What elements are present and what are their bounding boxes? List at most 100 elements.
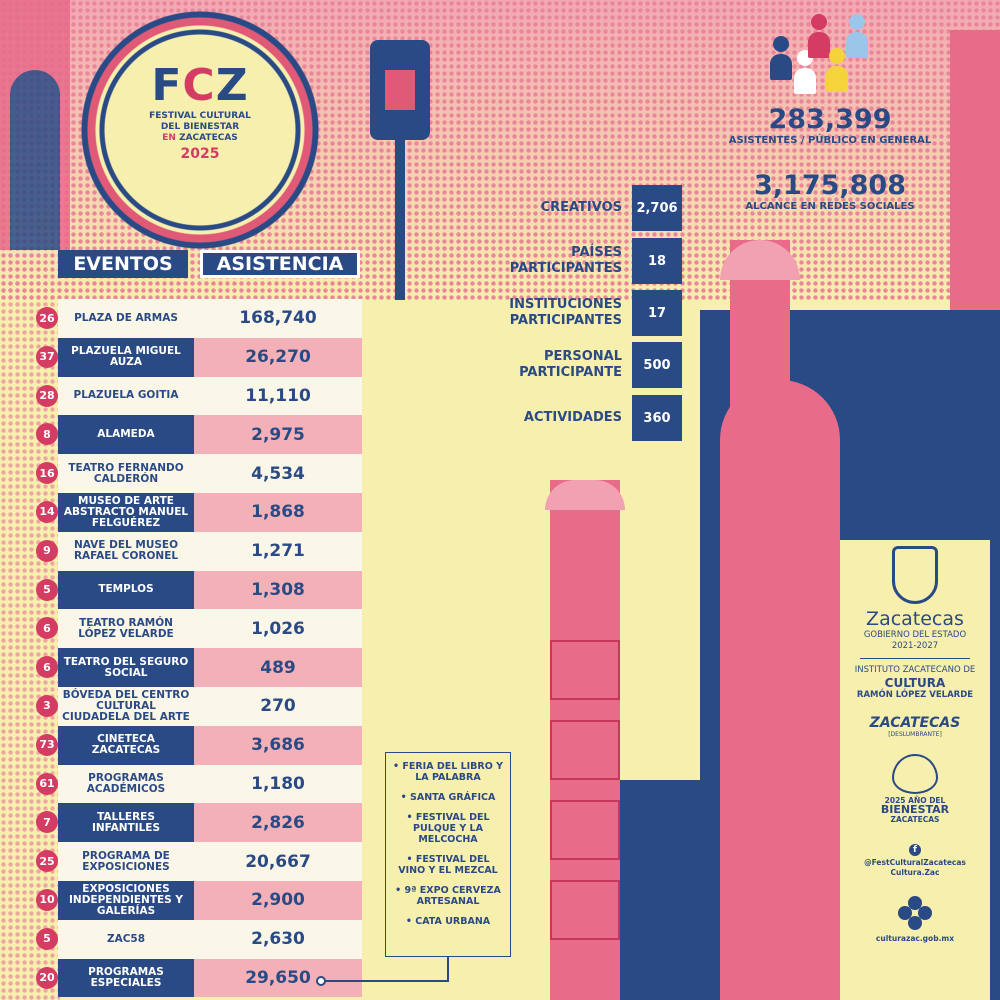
institute-name: CULTURA [884,676,946,690]
event-count-badge: 9 [36,539,58,562]
attendance-total-label: ASISTENTES / PÚBLICO EN GENERAL [728,135,932,146]
header-attendance: ASISTENCIA [200,250,360,278]
event-count-badge: 6 [36,617,58,640]
event-attendance: 2,900 [194,880,362,920]
event-attendance: 2,975 [194,415,362,455]
stat-label: ACTIVIDADES [523,410,622,425]
event-count-badge: 6 [36,656,58,679]
event-attendance: 1,308 [194,570,362,610]
social-links: f @FestCulturalZacatecas Cultura.Zac [840,844,990,878]
table-row: 28 PLAZUELA GOITIA 11,110 [36,376,362,416]
table-row: 6 TEATRO RAMÓN LÓPEZ VELARDE 1,026 [36,609,362,649]
list-item: • SANTA GRÁFICA [400,792,496,803]
stat-label: PERSONAL PARTICIPANTE [519,349,622,380]
event-name: PROGRAMAS ESPECIALES [58,958,194,998]
social-handle-2[interactable]: Cultura.Zac [890,868,940,877]
table-row: 5 ZAC58 2,630 [36,919,362,959]
event-attendance: 26,270 [194,337,362,377]
event-attendance: 2,826 [194,803,362,843]
event-count-badge: 3 [36,694,58,717]
event-name: CINETECA ZACATECAS [58,725,194,765]
event-attendance: 1,271 [194,531,362,571]
logo-acronym: FCZ [151,60,249,111]
table-row: 7 TALLERES INFANTILES 2,826 [36,803,362,843]
special-programs-list: • FERIA DEL LIBRO Y LA PALABRA • SANTA G… [385,752,511,957]
state-shield-icon [892,546,938,604]
stat-value: 360 [632,395,682,441]
year-motto: 2025 AÑO DEL BIENESTAR ZACATECAS [880,796,950,824]
event-attendance: 1,026 [194,609,362,649]
connector-dot [316,976,326,986]
event-attendance: 1,180 [194,764,362,804]
event-name: BÓVEDA DEL CENTRO CULTURAL CIUDADELA DEL… [58,686,194,726]
event-name: PLAZUELA GOITIA [58,376,194,416]
attendance-total-value: 283,399 [768,104,892,135]
website-link[interactable]: culturazac.gob.mx [875,934,955,943]
heart-dove-icon [892,754,938,794]
stat-value: 17 [632,290,682,336]
table-row: 14 MUSEO DE ARTE ABSTRACTO MANUEL FELGUÉR… [36,492,362,532]
event-name: TEATRO FERNANDO CALDERÓN [58,454,194,493]
event-count-badge: 10 [36,888,58,911]
column-illustration-short [545,480,625,1000]
table-row: 20 PROGRAMAS ESPECIALES 29,650 [36,958,362,998]
list-item: • CATA URBANA [405,916,491,927]
event-count-badge: 25 [36,850,58,873]
event-count-badge: 20 [36,966,58,989]
branding-panel: Zacatecas GOBIERNO DEL ESTADO 2021-2027 … [840,540,990,1000]
logo-line3: EN ZACATECAS [162,133,238,143]
table-row: 16 TEATRO FERNANDO CALDERÓN 4,534 [36,454,362,493]
event-count-badge: 8 [36,423,58,446]
connector-line [320,980,448,982]
stat-actividades: ACTIVIDADES 360 [470,395,682,441]
event-name: EXPOSICIONES INDEPENDIENTES Y GALERÍAS [58,880,194,920]
event-name: TALLERES INFANTILES [58,803,194,843]
logo-year: 2025 [180,146,220,162]
gov-line: GOBIERNO DEL ESTADO [863,630,967,640]
event-attendance: 11,110 [194,376,362,416]
culture-flower-icon [898,896,932,930]
social-handle[interactable]: @FestCulturalZacatecas [864,858,966,867]
event-name: ALAMEDA [58,415,194,455]
festival-logo: FCZ FESTIVAL CULTURAL DEL BIENESTAR EN Z… [120,60,280,162]
header-events: EVENTOS [58,250,188,278]
event-attendance: 29,650 [194,958,362,998]
event-name: TEATRO DEL SEGURO SOCIAL [58,648,194,687]
attendance-total: 283,399 ASISTENTES / PÚBLICO EN GENERAL [700,104,960,146]
social-reach-label: ALCANCE EN REDES SOCIALES [745,201,915,212]
table-row: 61 PROGRAMAS ACADÉMICOS 1,180 [36,764,362,804]
stat-personal: PERSONAL PARTICIPANTE 500 [440,342,682,388]
stat-label: CREATIVOS [540,200,622,215]
event-count-badge: 61 [36,772,58,795]
event-name: PROGRAMA DE EXPOSICIONES [58,842,194,881]
event-name: PROGRAMAS ACADÉMICOS [58,764,194,804]
table-row: 25 PROGRAMA DE EXPOSICIONES 20,667 [36,842,362,881]
tourism-tagline: [DESLUMBRANTE] [888,731,942,738]
event-count-badge: 73 [36,733,58,756]
event-count-badge: 26 [36,307,58,329]
table-row: 8 ALAMEDA 2,975 [36,415,362,455]
table-row: 9 NAVE DEL MUSEO RAFAEL CORONEL 1,271 [36,531,362,571]
stat-value: 2,706 [632,185,682,231]
stat-creativos: CREATIVOS 2,706 [470,185,682,231]
event-count-badge: 14 [36,500,58,523]
event-attendance: 489 [194,648,362,687]
wall-illustration [620,780,700,1000]
church-illustration [0,0,70,250]
event-attendance: 3,686 [194,725,362,765]
stat-label: INSTITUCIONES PARTICIPANTES [509,297,622,328]
gov-period: 2021-2027 [891,641,939,651]
tourism-logo: ZACATECAS [869,715,961,731]
event-name: NAVE DEL MUSEO RAFAEL CORONEL [58,531,194,571]
institute-line: INSTITUTO ZACATECANO DE [854,665,976,675]
event-count-badge: 7 [36,811,58,834]
event-attendance: 270 [194,686,362,726]
people-icon [770,14,870,94]
event-count-badge: 16 [36,462,58,485]
logo-line1: FESTIVAL CULTURAL [149,111,251,121]
event-attendance: 4,534 [194,454,362,493]
table-row: 10 EXPOSICIONES INDEPENDIENTES Y GALERÍAS… [36,880,362,920]
divider [860,658,970,659]
table-row: 3 BÓVEDA DEL CENTRO CULTURAL CIUDADELA DE… [36,686,362,726]
stat-paises: PAÍSES PARTICIPANTES 18 [440,238,682,284]
